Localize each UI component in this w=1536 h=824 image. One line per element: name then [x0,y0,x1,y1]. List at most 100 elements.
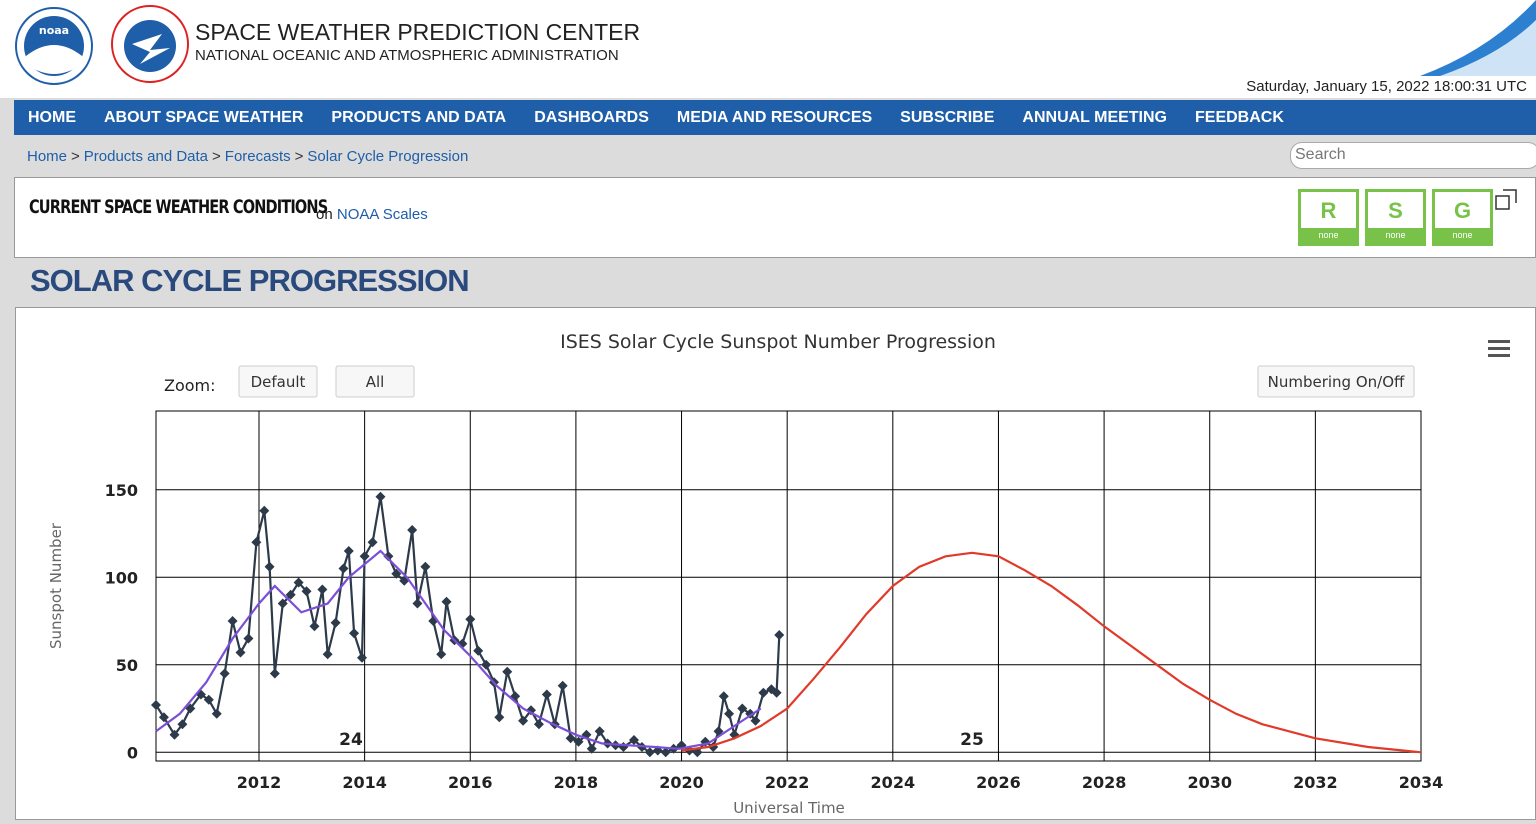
conditions-panel: CURRENT SPACE WEATHER CONDITIONS on NOAA… [14,177,1536,258]
x-tick-label: 2032 [1293,773,1338,792]
data-point [219,668,230,679]
x-tick-label: 2012 [237,773,282,792]
scale-letter: R [1320,198,1337,223]
breadcrumb-separator: > [71,147,80,165]
data-point [185,703,196,714]
site-title: SPACE WEATHER PREDICTION CENTER [195,19,641,45]
header: noaa SPACE WEATHER PREDICTION CENTER NAT… [0,0,1536,98]
y-tick-label: 150 [105,481,138,500]
data-point [259,505,270,516]
data-point [177,719,188,730]
numbering-button-bg[interactable] [1257,365,1415,398]
breadcrumb-link[interactable]: Forecasts [224,147,291,165]
nav-item[interactable]: SUBSCRIBE [900,108,995,126]
scale-status: none [1301,228,1356,243]
breadcrumb-link[interactable]: Products and Data [83,147,209,165]
nav-item[interactable]: FEEDBACK [1195,108,1284,126]
on-text: on [316,206,333,223]
breadcrumb-separator: > [294,147,304,165]
swoosh [1420,0,1536,76]
data-point [407,525,418,535]
popout-icon[interactable] [1494,188,1518,212]
data-point [301,586,312,597]
data-point [322,649,333,660]
data-point [391,568,402,579]
scale-letter: G [1453,198,1472,223]
zoom-button-bg[interactable] [238,365,318,398]
x-tick-label: 2026 [976,773,1021,792]
data-point [573,736,584,747]
data-point [383,551,394,562]
zoom-button[interactable]: Default [251,373,306,391]
datetime: Saturday, January 15, 2022 18:00:31 UTC [1246,78,1527,95]
data-point [774,630,785,640]
menu-icon[interactable] [1488,347,1510,350]
data-point [724,708,735,719]
data-point [330,617,341,628]
data-point [269,668,280,679]
chart-box: ISES Solar Cycle Sunspot Number Progress… [15,307,1536,820]
data-point [203,694,214,705]
breadcrumb-link[interactable]: Home [27,147,68,165]
logos: noaa [15,5,189,85]
data-point [338,563,349,574]
data-point [481,659,492,670]
x-tick-label: 2022 [765,773,810,792]
nav-item[interactable]: DASHBOARDS [534,108,649,126]
data-point [465,614,476,625]
cycle-label: 25 [960,730,984,750]
nav-item[interactable]: PRODUCTS AND DATA [331,108,507,126]
search-box[interactable]: Search [1290,142,1536,169]
nav-item[interactable]: ANNUAL MEETING [1022,108,1167,126]
data-point [309,621,320,632]
data-point [533,719,544,730]
data-point [629,735,640,745]
data-point [750,715,761,726]
data-point [367,537,378,548]
breadcrumb-separator: > [212,147,221,165]
data-point [243,633,254,644]
data-point [420,561,431,572]
data-point [264,561,275,572]
zoom-button-bg[interactable] [335,365,415,398]
noaa-scales-link[interactable]: NOAA Scales [336,206,428,223]
menu-icon[interactable] [1488,340,1510,343]
y-tick-label: 50 [116,656,138,675]
zoom-button[interactable]: All [366,373,385,391]
data-point [660,747,671,758]
nav-item[interactable]: ABOUT SPACE WEATHER [104,108,304,126]
data-point [594,726,605,737]
data-point [436,649,447,660]
nav-item[interactable]: HOME [28,108,76,126]
nav-item[interactable]: MEDIA AND RESOURCES [676,108,873,126]
menu-icon[interactable] [1488,354,1510,357]
data-point [277,598,288,609]
data-point [227,616,238,626]
scale-letter: S [1388,198,1403,223]
zoom-label: Zoom: [164,376,216,395]
data-point [285,589,296,600]
data-point [293,577,304,588]
breadcrumb-link[interactable]: Solar Cycle Progression [307,147,469,165]
page-title: SOLAR CYCLE PROGRESSION [30,263,470,298]
x-tick-label: 2034 [1399,773,1444,792]
y-tick-label: 0 [127,743,138,762]
data-point [473,645,484,656]
data-point [359,551,370,562]
data-point [737,703,748,714]
x-tick-label: 2016 [448,773,493,792]
numbering-button[interactable]: Numbering On/Off [1268,373,1405,391]
y-tick-label: 100 [105,568,138,587]
conditions-heading: CURRENT SPACE WEATHER CONDITIONS [29,196,328,218]
x-axis-label: Universal Time [733,799,845,817]
y-axis-label: Sunspot Number [47,522,65,649]
data-point [235,647,246,658]
data-point [771,687,782,698]
data-point [518,715,529,726]
site-subtitle: NATIONAL OCEANIC AND ATMOSPHERIC ADMINIS… [195,47,619,64]
chart: ISES Solar Cycle Sunspot Number Progress… [47,331,1510,817]
data-point [356,652,367,663]
data-point [586,743,597,754]
